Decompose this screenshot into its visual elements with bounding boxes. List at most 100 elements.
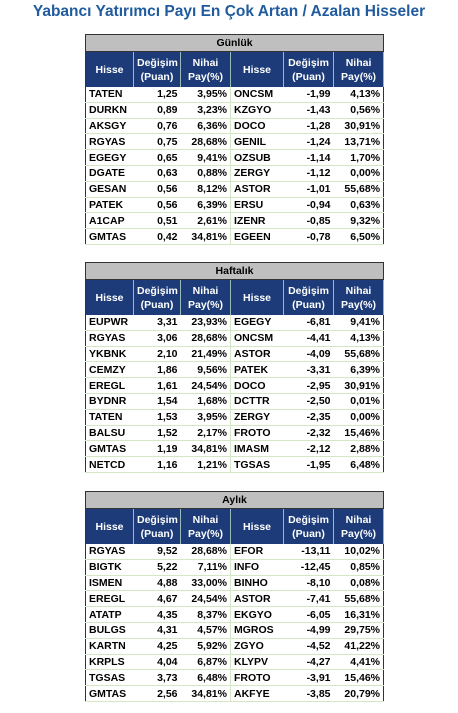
header-line: Pay(%) [187, 70, 223, 83]
header-line: Hisse [95, 63, 124, 76]
header-line: Pay(%) [341, 298, 377, 311]
value: 21,49% [180, 346, 231, 363]
value: 28,68% [180, 544, 231, 560]
ticker: TATEN [85, 409, 134, 426]
value: -2,32 [283, 425, 334, 442]
value: 20,79% [333, 685, 384, 702]
value: -3,85 [283, 685, 334, 702]
value: -1,24 [283, 133, 334, 151]
ticker: RGYAS [85, 544, 134, 560]
header-line: Nihai [345, 513, 372, 526]
value: -0,85 [283, 212, 334, 230]
data-row: DGATE 0,63 0,88% ZERGY -1,12 0,00% [85, 165, 384, 182]
value: -2,12 [283, 440, 334, 458]
value: 1,25 [133, 87, 181, 103]
header-line: Hisse [95, 520, 124, 533]
header-row: Hisse Değişim (Puan) Nihai Pay(%) Hisse Değişi… [85, 279, 385, 315]
value: 8,12% [180, 181, 231, 198]
data-row: TATEN 1,25 3,95% ONCSM -1,99 4,13% [85, 87, 384, 103]
section-row: Günlük [85, 34, 384, 52]
value: 1,68% [180, 393, 231, 410]
value: 0,08% [333, 575, 384, 592]
value: 4,13% [333, 87, 384, 103]
ticker: AKSGY [85, 118, 134, 135]
ticker: KZGYO [230, 102, 284, 119]
value: -4,27 [283, 654, 334, 671]
value: 4,57% [180, 622, 231, 639]
ticker: EGEGY [85, 149, 134, 166]
ticker: A1CAP [85, 212, 134, 230]
ticker: TGSAS [230, 456, 284, 473]
page-title: Yabancı Yatırımcı Payı En Çok Artan / Az… [32, 3, 426, 20]
ticker: GENIL [230, 133, 284, 151]
header-line: Hisse [242, 291, 272, 304]
value: -12,45 [283, 559, 334, 576]
value: 6,48% [333, 456, 384, 473]
data-row: BYDNR 1,54 1,68% DCTTR -2,50 0,01% [85, 393, 384, 410]
header-row: Hisse Değişim (Puan) Nihai Pay(%) Hisse Değişi… [85, 508, 385, 544]
column-header: Değişim (Puan) [133, 508, 181, 544]
value: 9,56% [180, 361, 231, 379]
data-row: TGSAS 3,73 6,48% FROTO -3,91 15,46% [85, 669, 384, 687]
ticker: DGATE [85, 165, 134, 182]
ticker: GMTAS [85, 685, 134, 702]
value: 34,81% [180, 685, 231, 702]
value: 6,39% [333, 361, 384, 379]
column-header: Değişim (Puan) [133, 51, 181, 87]
value: -1,14 [283, 149, 334, 166]
header-line: Değişim [137, 284, 178, 297]
value: -2,50 [283, 393, 334, 410]
ticker: RGYAS [85, 330, 134, 347]
column-header: Hisse [230, 279, 284, 315]
ticker: DURKN [85, 102, 134, 119]
value: 55,68% [333, 181, 384, 198]
data-table: Aylık Hisse Değişim (Puan) Nihai Pay(%) Hisse D… [85, 491, 385, 702]
column-header: Hisse [230, 51, 284, 87]
value: 34,81% [180, 228, 231, 245]
value: 0,63% [333, 197, 384, 214]
ticker: YKBNK [85, 346, 134, 363]
ticker: ONCSM [230, 330, 284, 347]
ticker: AKFYE [230, 685, 284, 702]
ticker: KRPLS [85, 654, 134, 671]
ticker: IMASM [230, 440, 284, 458]
data-row: A1CAP 0,51 2,61% IZENR -0,85 9,32% [85, 212, 384, 230]
ticker: ZGYO [230, 638, 284, 655]
value: 28,68% [180, 330, 231, 347]
data-table: Haftalık Hisse Değişim (Puan) Nihai Pay(%) His… [85, 262, 385, 473]
value: 1,54 [133, 393, 181, 410]
value: 15,46% [333, 669, 384, 687]
ticker: KARTN [85, 638, 134, 655]
value: 41,22% [333, 638, 384, 655]
header-line: Pay(%) [341, 70, 377, 83]
value: 0,42 [133, 228, 181, 245]
value: 4,25 [133, 638, 181, 655]
value: 1,61 [133, 377, 181, 394]
ticker: TATEN [85, 87, 134, 103]
header-line: (Puan) [140, 298, 174, 311]
value: 0,56 [133, 181, 181, 198]
value: 5,92% [180, 638, 231, 655]
value: -4,41 [283, 330, 334, 347]
data-row: PATEK 0,56 6,39% ERSU -0,94 0,63% [85, 197, 384, 214]
data-row: GMTAS 0,42 34,81% EGEEN -0,78 6,50% [85, 228, 384, 245]
value: 2,56 [133, 685, 181, 702]
ticker: PATEK [85, 197, 134, 214]
value: -0,94 [283, 197, 334, 214]
ticker: INFO [230, 559, 284, 576]
data-row: YKBNK 2,10 21,49% ASTOR -4,09 55,68% [85, 346, 384, 363]
value: 30,91% [333, 377, 384, 394]
value: 3,06 [133, 330, 181, 347]
value: 3,23% [180, 102, 231, 119]
value: 7,11% [180, 559, 231, 576]
column-header: Nihai Pay(%) [180, 508, 231, 544]
value: 0,88% [180, 165, 231, 182]
ticker: GMTAS [85, 440, 134, 458]
header-line: Nihai [192, 284, 219, 297]
value: -6,05 [283, 606, 334, 623]
value: -2,35 [283, 409, 334, 426]
ticker: ASTOR [230, 346, 284, 363]
header-line: Değişim [137, 513, 178, 526]
ticker: DCTTR [230, 393, 284, 410]
value: 0,01% [333, 393, 384, 410]
